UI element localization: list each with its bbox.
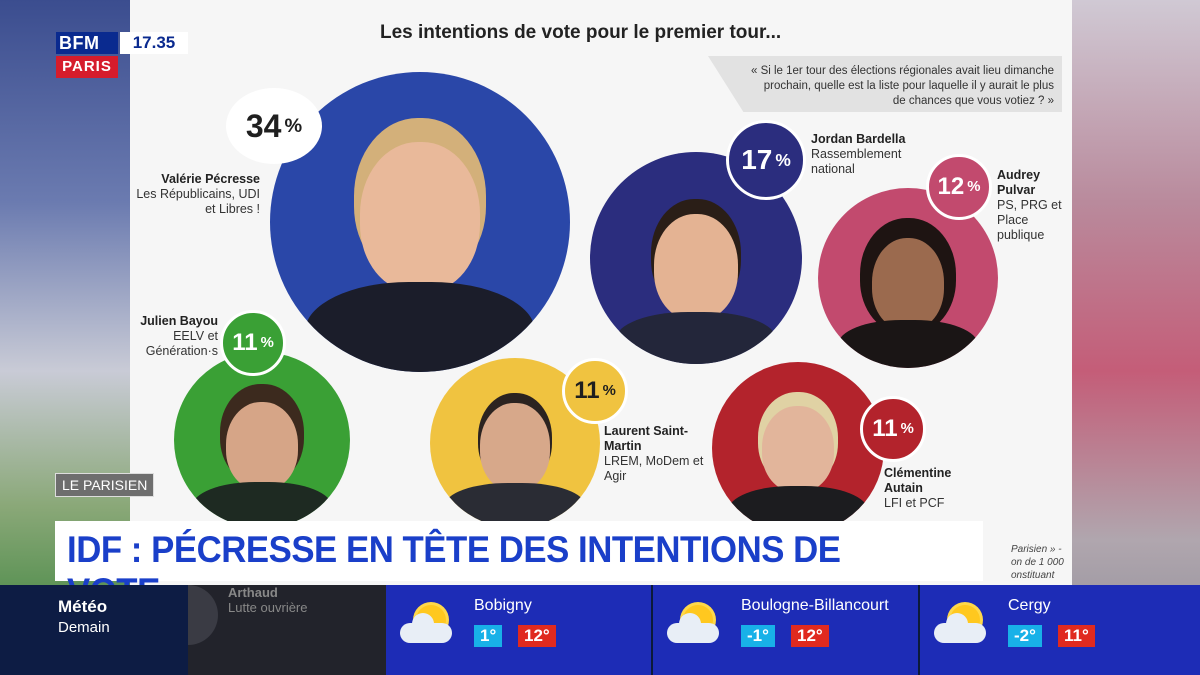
- temp-max: 12°: [791, 625, 829, 647]
- meteo-block: Météo Demain: [0, 585, 188, 675]
- candidate-circle-bayou: [174, 352, 350, 528]
- candidate-label: Audrey Pulvar PS, PRG et Place publique: [997, 168, 1062, 242]
- source-label: LE PARISIEN: [55, 473, 155, 497]
- percent-badge: 17%: [726, 120, 806, 200]
- candidate-portrait: [300, 102, 540, 372]
- infographic-card: Les intentions de vote pour le premier t…: [130, 0, 1072, 585]
- city-name: Cergy: [1008, 597, 1051, 614]
- candidate-label: Valérie Pécresse Les Républicains, UDI e…: [136, 172, 260, 216]
- clock: 17.35: [120, 32, 188, 54]
- infographic-title: Les intentions de vote pour le premier t…: [380, 22, 782, 43]
- percent-badge: 11%: [220, 310, 286, 376]
- percent-badge: 11%: [562, 358, 628, 424]
- candidate-portrait: [833, 208, 983, 368]
- poll-footnote: Parisien » - on de 1 000 onstituant: [983, 543, 1072, 582]
- candidate-label: Arthaud Lutte ouvrière: [228, 585, 308, 615]
- blurred-background-right: [1072, 0, 1200, 675]
- sun-cloud-icon: [400, 599, 464, 651]
- sun-cloud-icon: [934, 599, 998, 651]
- temp-max: 11°: [1058, 625, 1095, 647]
- percent-badge: 12%: [926, 154, 992, 220]
- candidate-portrait: [723, 384, 873, 534]
- percent-badge: 11%: [860, 396, 926, 462]
- temp-max: 12°: [518, 625, 556, 647]
- meteo-subtitle: Demain: [58, 619, 110, 636]
- divider: [918, 585, 920, 675]
- meteo-title: Météo: [58, 597, 108, 616]
- candidate-portrait: [188, 585, 218, 645]
- candidate-label: Julien Bayou EELV et Génération·s: [140, 314, 218, 358]
- candidate-portrait: [440, 383, 590, 528]
- poll-question: « Si le 1er tour des élections régionale…: [708, 56, 1062, 112]
- temp-min: -2°: [1008, 625, 1042, 647]
- weather-city: Bobigny 1° 12°: [386, 585, 651, 675]
- candidate-label: Laurent Saint-Martin LREM, MoDem et Agir: [604, 424, 704, 483]
- percent-badge: 34%: [226, 88, 322, 164]
- candidate-label: Jordan Bardella Rassemblement national: [811, 132, 906, 176]
- candidate-circle-autain: [712, 362, 884, 534]
- sun-cloud-icon: [667, 599, 731, 651]
- weather-city: Boulogne-Billancourt -1° 12°: [653, 585, 918, 675]
- partial-candidate: Arthaud Lutte ouvrière: [188, 585, 386, 675]
- temp-min: -1°: [741, 625, 775, 647]
- candidate-portrait: [187, 378, 337, 528]
- logo-bfm: BFM: [56, 32, 118, 54]
- logo-paris: PARIS: [56, 56, 118, 78]
- divider: [651, 585, 653, 675]
- candidate-circle-bardella: [590, 152, 802, 364]
- city-name: Bobigny: [474, 597, 532, 614]
- temp-min: 1°: [474, 625, 503, 647]
- city-name: Boulogne-Billancourt: [741, 597, 889, 614]
- weather-ticker: Météo Demain Arthaud Lutte ouvrière Bobi…: [0, 585, 1200, 675]
- candidate-portrait: [611, 184, 781, 364]
- weather-city: Cergy -2° 11°: [920, 585, 1200, 675]
- channel-logo: BFM PARIS: [56, 32, 118, 78]
- headline-banner: IDF : PÉCRESSE EN TÊTE DES INTENTIONS DE…: [55, 521, 983, 612]
- candidate-label: Clémentine Autain LFI et PCF: [884, 466, 952, 510]
